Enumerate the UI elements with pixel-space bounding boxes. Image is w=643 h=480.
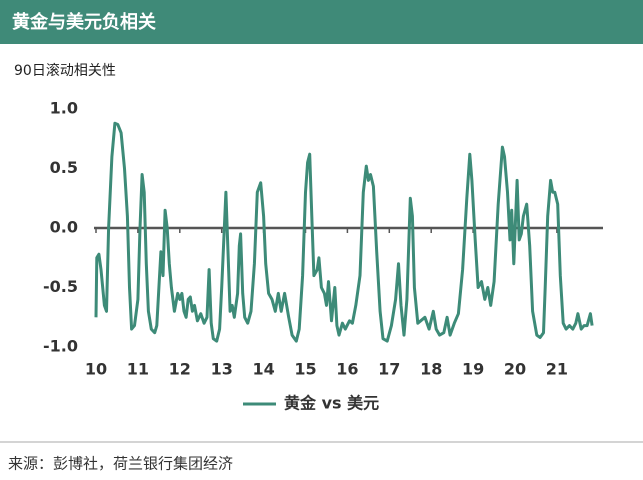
y-tick-label: 1.0 [50, 99, 78, 118]
x-tick-label: 18 [420, 360, 442, 379]
source: 来源：彭博社，荷兰银行集团经济 [8, 455, 233, 473]
y-tick-label: 0.5 [50, 158, 78, 177]
title-bar [0, 0, 643, 44]
x-tick-label: 17 [378, 360, 400, 379]
x-tick-label: 16 [336, 360, 358, 379]
x-tick-label: 14 [252, 360, 274, 379]
x-tick-label: 12 [169, 360, 191, 379]
x-tick-label: 21 [546, 360, 568, 379]
x-tick-label: 11 [127, 360, 149, 379]
chart-subtitle: 90日滚动相关性 [14, 62, 116, 79]
y-tick-label: 0.0 [50, 218, 78, 237]
y-tick-label: -0.5 [43, 277, 78, 296]
x-tick-label: 19 [462, 360, 484, 379]
x-tick-label: 15 [294, 360, 316, 379]
x-tick-label: 13 [211, 360, 233, 379]
x-tick-label: 20 [504, 360, 526, 379]
data-line [94, 121, 594, 343]
chart-title: 黄金与美元负相关 [12, 11, 156, 33]
x-tick-label: 10 [85, 360, 107, 379]
legend-label: 黄金 vs 美元 [284, 394, 379, 413]
y-tick-label: -1.0 [43, 337, 78, 356]
